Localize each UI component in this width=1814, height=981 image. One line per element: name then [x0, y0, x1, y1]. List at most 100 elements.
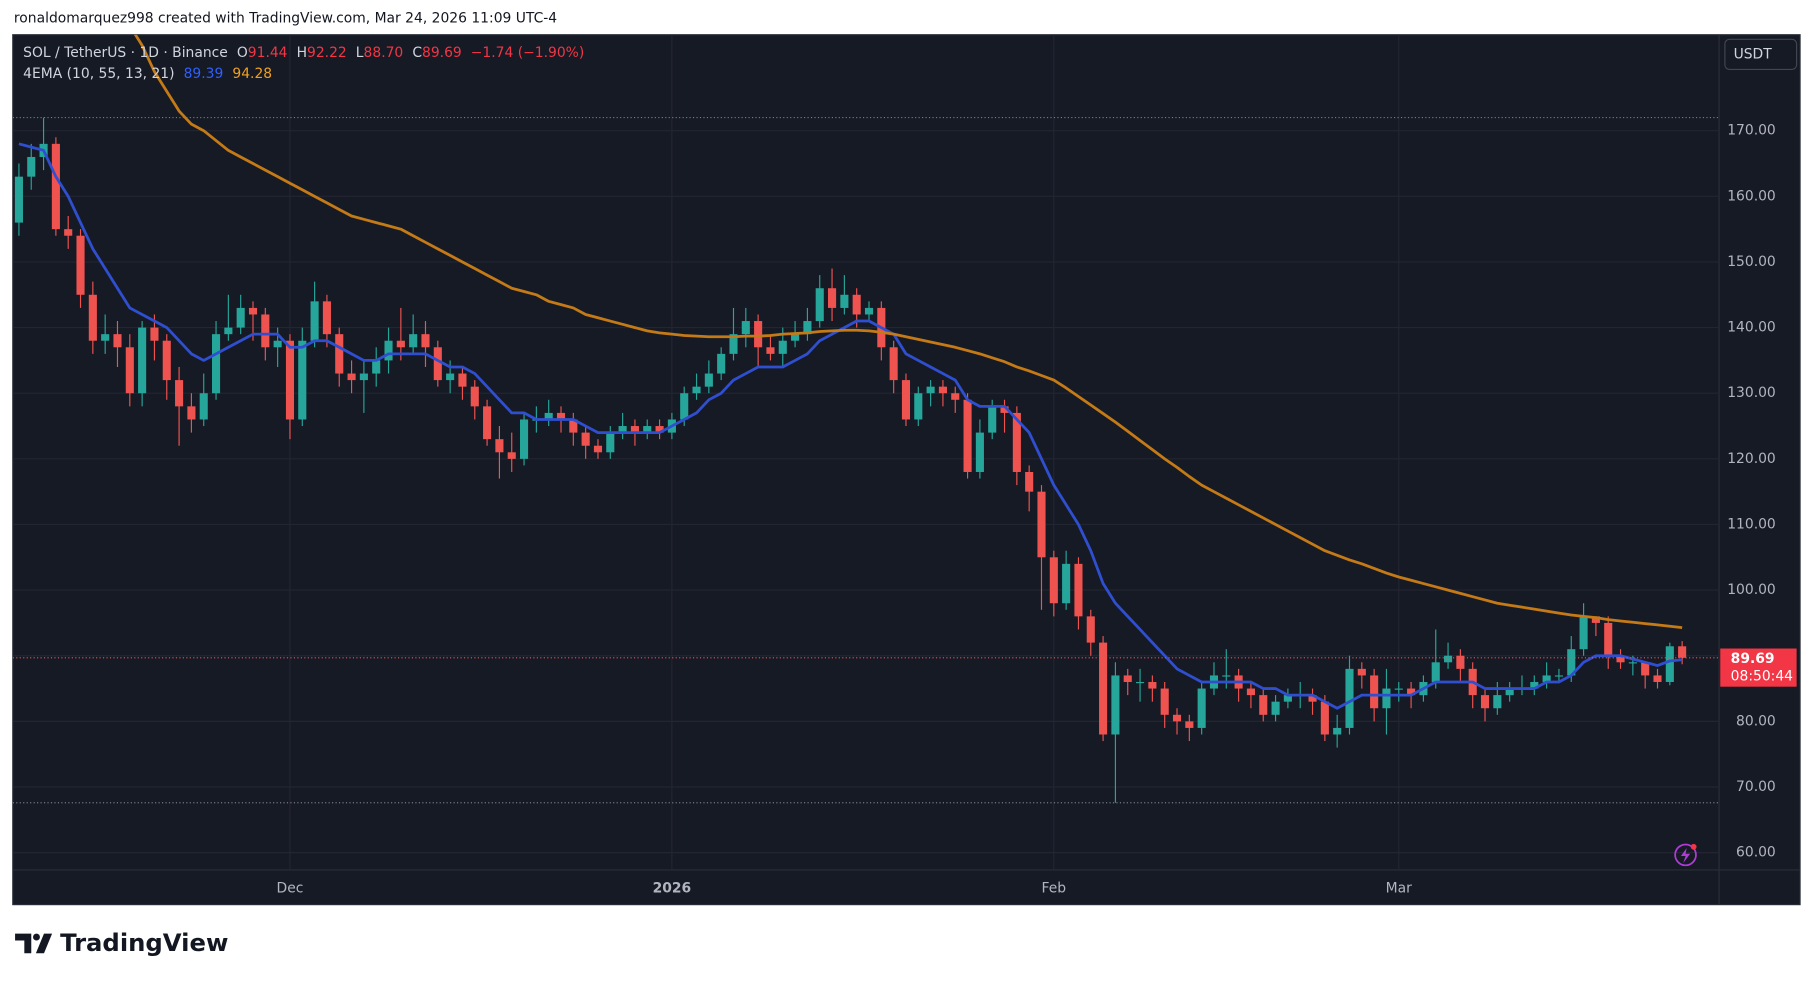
- candle-body: [14, 176, 23, 223]
- icon-bolt[interactable]: [1680, 847, 1691, 864]
- candle-body: [1431, 662, 1440, 682]
- legend-value: 92.22: [307, 45, 347, 61]
- symbol-legend: SOL / TetherUS · 1D · Binance O91.44 H92…: [23, 45, 584, 61]
- candle-body: [1197, 688, 1206, 728]
- candle-body: [1012, 412, 1021, 472]
- candle-body: [1074, 563, 1083, 617]
- candle-body: [1370, 675, 1379, 709]
- candle-body: [766, 347, 775, 354]
- ema-line: [133, 34, 1683, 630]
- indicator-legend: 4EMA (10, 55, 13, 21) 89.39 94.28: [23, 66, 272, 82]
- candle-body: [261, 314, 270, 348]
- y-tick-label: 100.00: [1727, 582, 1776, 598]
- candle-body: [1665, 646, 1674, 682]
- candle-body: [1123, 675, 1132, 682]
- candle-body: [1308, 695, 1317, 702]
- candle-body: [1604, 622, 1613, 656]
- candle-body: [1407, 688, 1416, 696]
- candle-body: [372, 360, 381, 374]
- candle-body: [754, 321, 763, 348]
- candle-body: [495, 439, 504, 453]
- currency-button[interactable]: [1724, 38, 1798, 70]
- indicator-name: 4EMA (10, 55, 13, 21): [23, 66, 174, 82]
- candle-body: [1628, 662, 1637, 664]
- candle-body: [1172, 714, 1182, 722]
- candle-body: [359, 373, 368, 381]
- candle-body: [1086, 616, 1095, 643]
- candle-body: [938, 386, 947, 394]
- candle-body: [1505, 688, 1514, 696]
- candle-body: [470, 386, 479, 407]
- y-tick-label: 60.00: [1736, 845, 1776, 861]
- candle-body: [951, 393, 960, 400]
- candle-body: [828, 288, 837, 308]
- legend-value: 91.44: [248, 45, 288, 61]
- candle-body: [483, 406, 492, 440]
- candle-body: [791, 334, 800, 341]
- grid: [12, 34, 1720, 870]
- candle-body: [1099, 642, 1108, 735]
- chart-panel: [12, 34, 1801, 906]
- candle-body: [1641, 662, 1650, 676]
- candle-body: [704, 373, 713, 387]
- icon-ring[interactable]: [1674, 843, 1697, 867]
- candle-body: [655, 426, 664, 433]
- icon-dot[interactable]: [1690, 843, 1697, 850]
- candle-body: [1049, 557, 1058, 604]
- y-tick-label: 160.00: [1727, 188, 1776, 204]
- candle-body: [1530, 681, 1539, 689]
- candle-body: [618, 426, 627, 433]
- currency-label[interactable]: USDT: [1734, 46, 1773, 62]
- y-tick-label: 130.00: [1727, 385, 1776, 401]
- candle-body: [1394, 688, 1403, 690]
- candle-body: [1111, 675, 1120, 735]
- candle-body: [224, 327, 233, 335]
- replay-icon[interactable]: [1674, 843, 1697, 867]
- candle-body: [1185, 721, 1194, 728]
- candle-body: [840, 294, 849, 308]
- candle-body: [803, 321, 812, 335]
- logo-mark: [35, 933, 53, 954]
- price-tag-box: [1720, 648, 1797, 687]
- candle-body: [778, 340, 787, 354]
- candle-body: [347, 373, 356, 381]
- candle-body: [298, 340, 307, 420]
- price-tag-value: 89.69: [1731, 651, 1775, 667]
- legend-key: H: [297, 45, 307, 61]
- brand-name: TradingView: [60, 928, 228, 957]
- candle-body: [248, 307, 258, 315]
- candle-body: [1591, 616, 1600, 623]
- candle-body: [1493, 695, 1502, 709]
- price-tag-countdown: 08:50:44: [1731, 668, 1793, 684]
- legend-key: O: [237, 45, 248, 61]
- y-tick-label: 80.00: [1736, 713, 1776, 729]
- candle-body: [51, 143, 60, 230]
- candle-body: [187, 406, 196, 420]
- candle-body: [864, 307, 874, 315]
- header-text: ronaldomarquez998 created with TradingVi…: [14, 11, 557, 27]
- candle-body: [926, 386, 935, 394]
- candle-body: [27, 156, 36, 177]
- candle-body: [988, 406, 997, 433]
- price-tag: 89.69 08:50:44: [1720, 648, 1797, 687]
- candle-body: [396, 340, 405, 348]
- candle-body: [717, 353, 726, 374]
- candle-body: [963, 399, 972, 472]
- candle-body: [1616, 655, 1625, 663]
- candle-body: [1444, 655, 1453, 663]
- candle-body: [815, 288, 824, 322]
- candle-body: [125, 347, 134, 394]
- candle-body: [1554, 675, 1563, 677]
- candle-body: [384, 340, 393, 361]
- candle-body: [1160, 688, 1169, 715]
- legend-key: L: [356, 45, 364, 61]
- candle-body: [914, 393, 923, 420]
- y-tick-label: 120.00: [1727, 451, 1776, 467]
- candle-body: [335, 334, 344, 374]
- candle-body: [162, 340, 171, 381]
- ema-line: [18, 142, 1683, 710]
- candle-body: [1222, 675, 1231, 677]
- symbol: SOL / TetherUS · 1D · Binance: [23, 45, 228, 61]
- candle-body: [680, 393, 689, 420]
